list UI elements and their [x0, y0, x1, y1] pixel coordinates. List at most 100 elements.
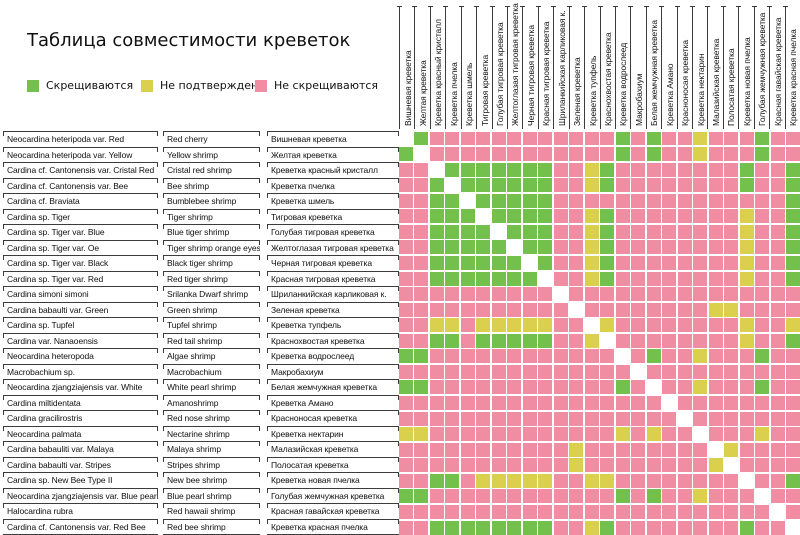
table-row: Cardina sp. Tiger var. Oe Tiger shrimp or…: [3, 239, 399, 256]
matrix-cell: [538, 349, 553, 364]
matrix-cell: [491, 411, 506, 426]
matrix-cell: [770, 178, 785, 193]
matrix-cell: [646, 240, 661, 255]
matrix-cell: [445, 504, 460, 519]
table-row: Cardina babauliti var. Malaya Malaya shri…: [3, 441, 399, 457]
matrix-cell: [476, 380, 491, 395]
column-leader-line: [551, 6, 557, 129]
matrix-cell: [755, 302, 770, 317]
matrix-cell: [507, 458, 522, 473]
matrix-cell: [724, 240, 739, 255]
column-header-label: Креветка красный кристалл: [433, 19, 444, 126]
row-label-russian: Креветка пчелка: [267, 177, 399, 194]
matrix-cell: [600, 178, 615, 193]
matrix-cell: [445, 442, 460, 457]
matrix-cell: [755, 271, 770, 286]
matrix-cell: [786, 473, 800, 488]
matrix-cell: [708, 209, 723, 224]
matrix-cell: [476, 349, 491, 364]
matrix-cell: [724, 504, 739, 519]
matrix-cell: [491, 504, 506, 519]
matrix-cell: [491, 380, 506, 395]
matrix-cell: [476, 240, 491, 255]
matrix-cell: [677, 442, 692, 457]
matrix-cell: [724, 333, 739, 348]
matrix-cell: [460, 396, 475, 410]
matrix-cell: [538, 427, 553, 442]
matrix-cell: [476, 427, 491, 442]
row-label-english: Malaya shrimp: [163, 441, 260, 457]
matrix-cell: [786, 349, 800, 364]
matrix-cell: [445, 489, 460, 504]
row-label-russian: Красная тигровая креветка: [267, 270, 399, 287]
matrix-cell: [491, 318, 506, 333]
matrix-cell: [507, 147, 522, 162]
matrix-cell: [569, 333, 584, 348]
matrix-cell: [429, 333, 444, 348]
matrix-cell: [693, 162, 708, 177]
matrix-cell: [646, 178, 661, 193]
row-label-russian: Креветка красная пчелка: [267, 518, 399, 535]
legend-label: Скрещиваются: [46, 79, 134, 92]
matrix-cell: [584, 473, 599, 488]
matrix-cell: [677, 178, 692, 193]
matrix-cell: [569, 380, 584, 395]
matrix-cell: [399, 287, 413, 302]
matrix-cell: [708, 224, 723, 239]
row-label-english: Algae shrimp: [163, 348, 260, 364]
matrix-cell: [646, 396, 661, 410]
matrix-cell: [677, 349, 692, 364]
matrix-cell: [662, 255, 677, 270]
matrix-cell: [786, 224, 800, 239]
matrix-diagonal-cell: [584, 318, 599, 333]
matrix-cell: [600, 396, 615, 410]
row-label-latin: Cardina babauliti var. Malaya: [3, 441, 158, 457]
table-row: Cardina sp. Tiger var. Blue Blue tiger sh…: [3, 224, 399, 240]
matrix-cell: [553, 364, 568, 379]
column-leader-line: [520, 6, 526, 129]
matrix-cell: [615, 224, 630, 239]
matrix-cell: [724, 427, 739, 442]
matrix-cell: [755, 131, 770, 146]
matrix-cell: [491, 193, 506, 208]
row-label-english: Srilanka Dwarf shrimp: [163, 286, 260, 302]
matrix-cell: [584, 302, 599, 317]
matrix-cell: [429, 224, 444, 239]
matrix-cell: [755, 349, 770, 364]
matrix-cell: [414, 364, 429, 379]
matrix-cell: [569, 364, 584, 379]
column-leader-line: [597, 6, 603, 129]
matrix-cell: [584, 364, 599, 379]
matrix-cell: [646, 333, 661, 348]
matrix-cell: [631, 349, 646, 364]
matrix-cell: [615, 131, 630, 146]
matrix-cell: [708, 193, 723, 208]
matrix-cell: [445, 364, 460, 379]
matrix-cell: [708, 380, 723, 395]
matrix-cell: [677, 520, 692, 535]
matrix-cell: [631, 271, 646, 286]
matrix-cell: [507, 411, 522, 426]
matrix-cell: [507, 287, 522, 302]
matrix-cell: [553, 396, 568, 410]
matrix-cell: [538, 178, 553, 193]
row-label-latin: Cardina cf. Cantonensis var. Cristal Red: [3, 162, 158, 178]
row-label-latin: Cardina miltidentata: [3, 394, 158, 411]
matrix-cell: [445, 458, 460, 473]
matrix-cell: [770, 209, 785, 224]
matrix-cell: [414, 287, 429, 302]
matrix-cell: [476, 271, 491, 286]
matrix-cell: [708, 411, 723, 426]
row-label-russian: Голубая жемчужная креветка: [267, 487, 399, 504]
matrix-cell: [739, 162, 754, 177]
column-header-label: Креветка Амано: [664, 63, 675, 126]
row-label-latin: Cardina sp. Tiger var. Blue: [3, 224, 158, 240]
matrix-cell: [445, 147, 460, 162]
matrix-cell: [724, 318, 739, 333]
matrix-cell: [739, 489, 754, 504]
matrix-cell: [414, 427, 429, 442]
row-label-latin: Cardina sp. Tiger var. Red: [3, 270, 158, 287]
matrix-cell: [631, 489, 646, 504]
matrix-cell: [739, 178, 754, 193]
matrix-cell: [507, 178, 522, 193]
